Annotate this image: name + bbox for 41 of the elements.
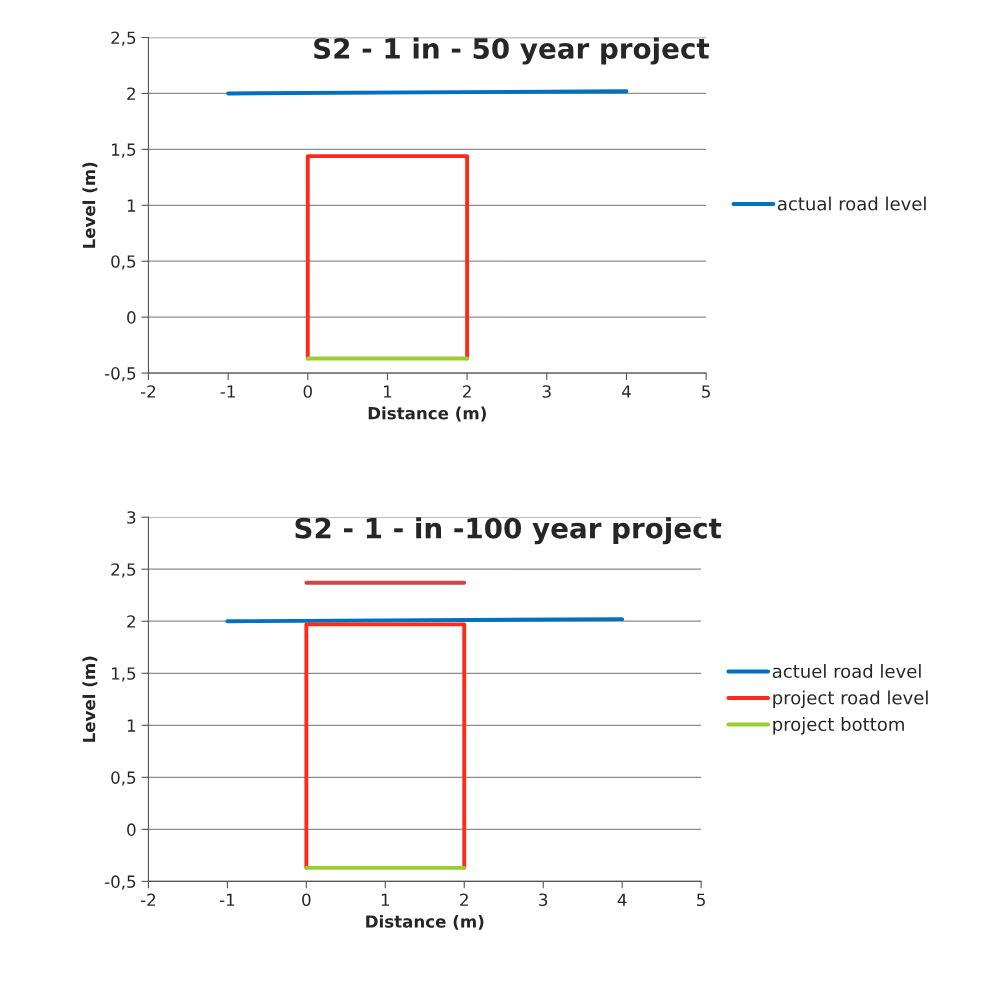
chart-title: S2 - 1 - in -100 year project [295, 517, 722, 545]
y-tick-label: 2,5 [111, 31, 136, 46]
x-tick-label: -1 [219, 893, 235, 906]
x-tick-label: 3 [542, 385, 551, 398]
y-tick-label: 0,5 [111, 771, 136, 786]
legend-label: project bottom [773, 717, 904, 735]
x-tick-label: 0 [303, 385, 312, 398]
y-tick-label: -0,5 [104, 875, 136, 890]
x-tick-label: 5 [697, 893, 705, 907]
x-axis-title: Distance (m) [368, 406, 486, 422]
x-axis-title: Distance (m) [366, 914, 484, 930]
y-tick-label: 1,5 [111, 667, 136, 682]
legend-label: actuel road level [772, 664, 921, 679]
y-tick-label: 1 [127, 199, 136, 212]
x-tick-label: 1 [383, 385, 392, 398]
y-tick-label: -0,5 [104, 367, 136, 382]
y-tick-label: 2 [127, 87, 135, 100]
x-tick-label: -1 [220, 385, 235, 398]
legend-label: project road level [773, 690, 928, 709]
legend-label: actual road level [777, 196, 926, 211]
x-tick-label: 1 [381, 893, 390, 906]
x-tick-label: -2 [140, 893, 156, 906]
x-tick-label: 5 [702, 385, 710, 398]
y-tick-label: 2,5 [111, 563, 136, 578]
chart-title: S2 - 1 in - 50 year project [314, 37, 710, 65]
y-tick-label: 1,5 [111, 143, 136, 158]
x-tick-label: 2 [463, 385, 471, 398]
x-tick-label: 4 [621, 385, 631, 398]
y-tick-label: 0 [127, 823, 136, 836]
x-tick-label: 0 [302, 893, 311, 907]
y-axis-title: Level (m) [82, 656, 98, 742]
y-tick-label: 0 [127, 311, 136, 324]
y-axis-title: Level (m) [82, 162, 98, 248]
y-tick-label: 1 [127, 719, 136, 732]
y-tick-label: 0,5 [111, 255, 136, 270]
x-tick-label: 2 [460, 893, 468, 906]
x-tick-label: -2 [140, 385, 156, 398]
x-tick-label: 4 [617, 893, 627, 906]
x-tick-label: 3 [539, 893, 548, 907]
y-tick-label: 2 [127, 615, 135, 628]
y-tick-label: 3 [127, 511, 136, 524]
